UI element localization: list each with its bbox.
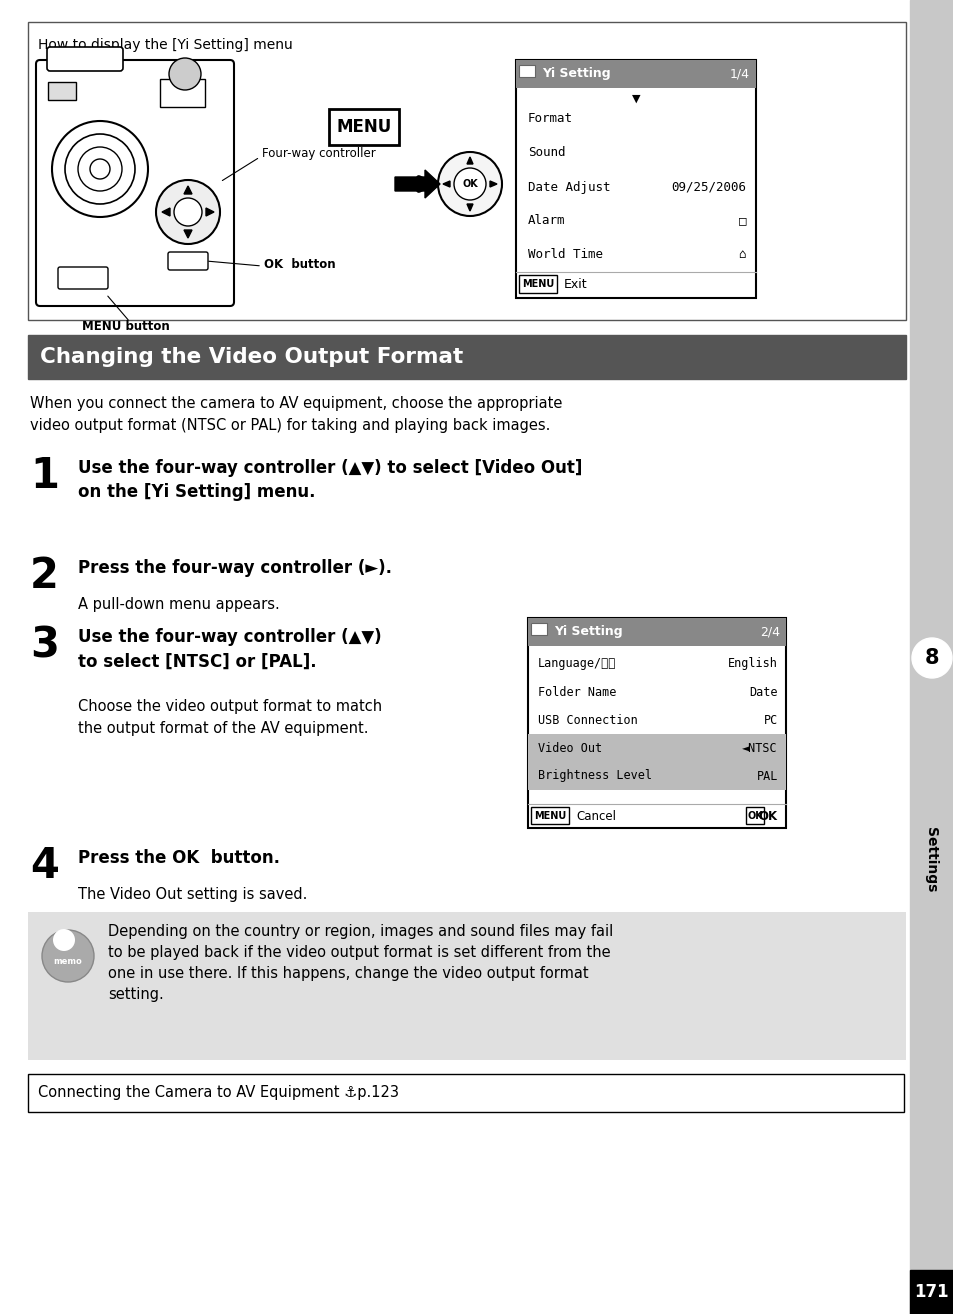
Text: How to display the [Yi Setting] menu: How to display the [Yi Setting] menu bbox=[38, 38, 293, 53]
Text: A pull-down menu appears.: A pull-down menu appears. bbox=[78, 597, 279, 612]
Bar bbox=[28, 1074, 903, 1112]
Bar bbox=[527, 762, 785, 790]
Text: ⌂: ⌂ bbox=[738, 248, 745, 261]
Text: Press the four-way controller (►).: Press the four-way controller (►). bbox=[78, 558, 392, 577]
Text: Yi Setting: Yi Setting bbox=[541, 67, 610, 80]
Text: 1/4: 1/4 bbox=[729, 67, 749, 80]
Text: MENU: MENU bbox=[521, 279, 554, 289]
Circle shape bbox=[911, 639, 951, 678]
Polygon shape bbox=[206, 208, 213, 215]
Bar bbox=[531, 623, 546, 635]
FancyBboxPatch shape bbox=[168, 252, 208, 269]
FancyBboxPatch shape bbox=[47, 47, 123, 71]
Circle shape bbox=[53, 929, 75, 951]
Text: OK: OK bbox=[461, 179, 477, 189]
Text: Cancel: Cancel bbox=[576, 809, 616, 823]
Bar bbox=[28, 335, 905, 378]
Bar bbox=[516, 60, 755, 298]
Text: Connecting the Camera to AV Equipment ⚓p.123: Connecting the Camera to AV Equipment ⚓p… bbox=[38, 1085, 398, 1101]
Bar bbox=[527, 618, 785, 828]
Text: 1: 1 bbox=[30, 455, 59, 497]
Text: ▼: ▼ bbox=[631, 95, 639, 104]
Text: Date: Date bbox=[749, 686, 778, 699]
Bar bbox=[516, 60, 755, 88]
Text: 2/4: 2/4 bbox=[760, 625, 780, 639]
Text: 4: 4 bbox=[30, 845, 59, 887]
FancyBboxPatch shape bbox=[58, 267, 108, 289]
Polygon shape bbox=[395, 170, 439, 198]
Text: Settings: Settings bbox=[923, 828, 937, 892]
Circle shape bbox=[169, 58, 201, 89]
Text: MENU: MENU bbox=[534, 811, 565, 821]
Text: Yi Setting: Yi Setting bbox=[554, 625, 622, 639]
Bar bbox=[28, 22, 905, 321]
Text: When you connect the camera to AV equipment, choose the appropriate
video output: When you connect the camera to AV equipm… bbox=[30, 396, 561, 432]
Text: □: □ bbox=[738, 214, 745, 227]
Text: Brightness Level: Brightness Level bbox=[537, 770, 651, 783]
Text: Folder Name: Folder Name bbox=[537, 686, 616, 699]
Circle shape bbox=[454, 168, 485, 200]
Text: 171: 171 bbox=[914, 1282, 948, 1301]
Text: PAL: PAL bbox=[756, 770, 778, 783]
Text: 3: 3 bbox=[30, 624, 59, 666]
Text: Format: Format bbox=[527, 113, 573, 126]
Bar bbox=[28, 912, 905, 1060]
Text: Alarm: Alarm bbox=[527, 214, 565, 227]
Text: Choose the video output format to match
the output format of the AV equipment.: Choose the video output format to match … bbox=[78, 699, 382, 736]
Circle shape bbox=[173, 198, 202, 226]
Text: Date Adjust: Date Adjust bbox=[527, 180, 610, 193]
Bar bbox=[518, 64, 535, 78]
Bar bbox=[531, 807, 568, 824]
Text: Exit: Exit bbox=[563, 277, 587, 290]
Polygon shape bbox=[184, 187, 192, 194]
Polygon shape bbox=[442, 181, 450, 187]
Text: Use the four-way controller (▲▼) to select [Video Out]
on the [Yi Setting] menu.: Use the four-way controller (▲▼) to sele… bbox=[78, 459, 581, 502]
Bar bbox=[909, 1271, 953, 1314]
Text: 2: 2 bbox=[30, 555, 59, 597]
Text: English: English bbox=[727, 657, 778, 670]
Text: USB Connection: USB Connection bbox=[537, 714, 638, 727]
Bar bbox=[160, 79, 205, 106]
Text: Changing the Video Output Format: Changing the Video Output Format bbox=[40, 347, 463, 367]
Circle shape bbox=[437, 152, 501, 215]
Text: 8: 8 bbox=[923, 648, 939, 668]
Text: ◄NTSC: ◄NTSC bbox=[741, 741, 778, 754]
FancyBboxPatch shape bbox=[36, 60, 233, 306]
Circle shape bbox=[156, 180, 220, 244]
Text: Sound: Sound bbox=[527, 146, 565, 159]
Text: Language/言語: Language/言語 bbox=[537, 657, 616, 670]
Text: The Video Out setting is saved.: The Video Out setting is saved. bbox=[78, 887, 307, 901]
Text: Video Out: Video Out bbox=[537, 741, 601, 754]
Polygon shape bbox=[184, 230, 192, 238]
Bar bbox=[745, 807, 763, 824]
Text: Press the OK  button.: Press the OK button. bbox=[78, 849, 280, 867]
Bar bbox=[527, 735, 785, 762]
Text: MENU: MENU bbox=[336, 118, 392, 137]
Text: OK: OK bbox=[758, 809, 778, 823]
Circle shape bbox=[42, 930, 94, 982]
Bar bbox=[48, 81, 76, 100]
Text: OK: OK bbox=[746, 811, 762, 821]
Bar bbox=[518, 64, 535, 78]
Bar bbox=[527, 618, 785, 646]
Polygon shape bbox=[467, 204, 473, 212]
Text: OK  button: OK button bbox=[264, 258, 335, 271]
Polygon shape bbox=[467, 156, 473, 164]
Polygon shape bbox=[162, 208, 170, 215]
Polygon shape bbox=[490, 181, 497, 187]
Text: Use the four-way controller (▲▼)
to select [NTSC] or [PAL].: Use the four-way controller (▲▼) to sele… bbox=[78, 628, 381, 670]
Text: World Time: World Time bbox=[527, 248, 602, 261]
Text: MENU button: MENU button bbox=[82, 321, 170, 334]
Text: memo: memo bbox=[53, 958, 82, 967]
Bar bbox=[518, 275, 557, 293]
Bar bbox=[531, 623, 546, 635]
Text: Four-way controller: Four-way controller bbox=[262, 147, 375, 160]
Text: Depending on the country or region, images and sound files may fail
to be played: Depending on the country or region, imag… bbox=[108, 924, 613, 1003]
Bar bbox=[909, 0, 953, 1314]
FancyBboxPatch shape bbox=[329, 109, 398, 145]
Text: PC: PC bbox=[763, 714, 778, 727]
Text: 09/25/2006: 09/25/2006 bbox=[670, 180, 745, 193]
